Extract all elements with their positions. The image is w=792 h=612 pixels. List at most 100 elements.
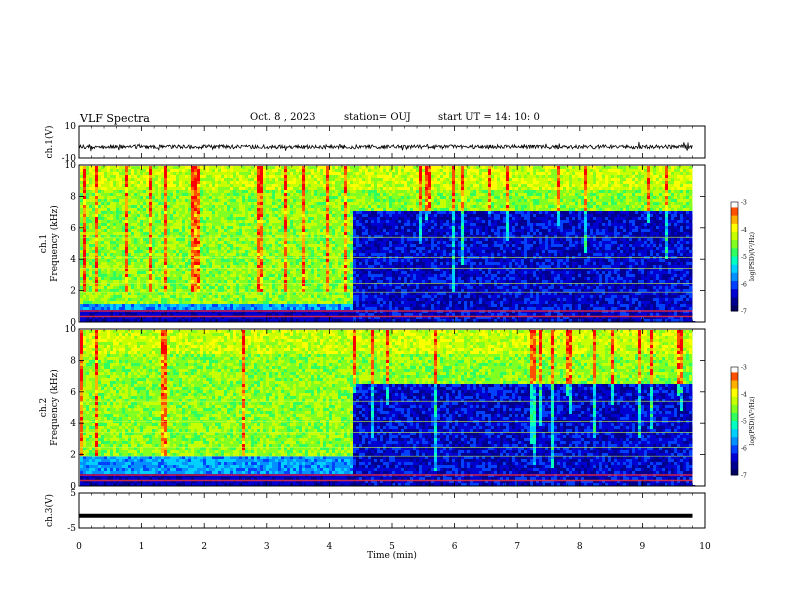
spectrogram-cell xyxy=(260,220,264,224)
spectrogram-cell xyxy=(314,229,318,233)
spectrogram-cell xyxy=(125,187,129,191)
spectrogram-cell xyxy=(104,208,108,212)
spectrogram-cell xyxy=(230,178,234,182)
spectrogram-cell xyxy=(290,181,294,185)
spectrogram-cell xyxy=(200,166,204,170)
spectrogram-cell xyxy=(317,295,321,299)
spectrogram-cell xyxy=(245,259,249,263)
spectrogram-cell xyxy=(344,259,348,263)
spectrogram-cell xyxy=(284,178,288,182)
spectrogram-cell xyxy=(251,262,255,266)
spectrogram-cell xyxy=(350,280,354,284)
spectrogram-cell xyxy=(140,208,144,212)
spectrogram-cell xyxy=(233,172,237,176)
spectrogram-cell xyxy=(350,289,354,293)
spectrogram-cell xyxy=(89,226,93,230)
spectrogram-cell xyxy=(326,214,330,218)
spectrogram-cell xyxy=(134,319,138,323)
spectrogram-cell xyxy=(296,205,300,209)
spectrogram-cell xyxy=(158,181,162,185)
spectrogram-cell xyxy=(359,301,363,305)
spectrogram-cell xyxy=(98,178,102,182)
spectrogram-cell xyxy=(221,226,225,230)
spectrogram-cell xyxy=(98,307,102,311)
spectrogram-cell xyxy=(197,187,201,191)
spectrogram-cell xyxy=(269,208,273,212)
spectrogram-cell xyxy=(344,250,348,254)
spectrogram-cell xyxy=(263,247,267,251)
spectrogram-cell xyxy=(356,253,360,257)
spectrogram-cell xyxy=(263,217,267,221)
spectrogram-cell xyxy=(254,187,258,191)
spectrogram-cell xyxy=(83,286,87,290)
spectrogram-cell xyxy=(80,190,84,194)
spectrogram-cell xyxy=(248,193,252,197)
spectrogram-cell xyxy=(344,220,348,224)
spectrogram-cell xyxy=(272,190,276,194)
spectrogram-cell xyxy=(335,175,339,179)
spectrogram-cell xyxy=(332,289,336,293)
spectrogram-cell xyxy=(296,232,300,236)
spectrogram-cell xyxy=(323,277,327,281)
spectrogram-cell xyxy=(125,247,129,251)
spectrogram-cell xyxy=(290,304,294,308)
spectrogram-cell xyxy=(113,289,117,293)
spectrogram-cell xyxy=(305,301,309,305)
spectrogram-cell xyxy=(203,268,207,272)
spectrogram-cell xyxy=(302,220,306,224)
spectrogram-cell xyxy=(290,301,294,305)
spectrogram-cell xyxy=(335,259,339,263)
spectrogram-cell xyxy=(203,202,207,206)
spectrogram-cell xyxy=(158,166,162,170)
spectrogram-cell xyxy=(335,235,339,239)
spectrogram-cell xyxy=(203,199,207,203)
spectrogram-cell xyxy=(293,226,297,230)
spectrogram-cell xyxy=(266,304,270,308)
spectrogram-cell xyxy=(257,223,261,227)
spectrogram-cell xyxy=(164,235,168,239)
spectrogram-cell xyxy=(164,229,168,233)
spectrogram-cell xyxy=(314,265,318,269)
spectrogram-cell xyxy=(227,193,231,197)
spectrogram-cell xyxy=(257,217,261,221)
spectrogram-cell xyxy=(320,262,324,266)
spectrogram-cell xyxy=(161,226,165,230)
spectrogram-cell xyxy=(164,280,168,284)
spectrogram-cell xyxy=(119,205,123,209)
spectrogram-cell xyxy=(314,283,318,287)
spectrogram-cell xyxy=(341,301,345,305)
spectrogram-cell xyxy=(164,199,168,203)
spectrogram-cell xyxy=(158,208,162,212)
spectrogram-cell xyxy=(137,232,141,236)
spectrogram-cell xyxy=(98,205,102,209)
spectrogram-cell xyxy=(302,235,306,239)
spectrogram-cell xyxy=(107,271,111,275)
spectrogram-cell xyxy=(275,244,279,248)
spectrogram-cell xyxy=(329,241,333,245)
spectrogram-cell xyxy=(104,316,108,320)
spectrogram-cell xyxy=(248,178,252,182)
spectrogram-cell xyxy=(299,262,303,266)
spectrogram-cell xyxy=(152,217,156,221)
spectrogram-cell xyxy=(224,301,228,305)
spectrogram-cell xyxy=(284,226,288,230)
spectrogram-cell xyxy=(149,244,153,248)
spectrogram-cell xyxy=(218,217,222,221)
spectrogram-cell xyxy=(152,277,156,281)
spectrogram-cell xyxy=(290,289,294,293)
spectrogram-cell xyxy=(266,295,270,299)
spectrogram-cell xyxy=(245,196,249,200)
spectrogram-cell xyxy=(86,220,90,224)
spectrogram-cell xyxy=(185,286,189,290)
spectrogram-cell xyxy=(92,286,96,290)
spectrogram-cell xyxy=(137,307,141,311)
spectrogram-cell xyxy=(230,175,234,179)
spectrogram-cell xyxy=(185,316,189,320)
spectrogram-cell xyxy=(137,301,141,305)
spectrogram-cell xyxy=(113,238,117,242)
spectrogram-cell xyxy=(266,235,270,239)
spectrogram-cell xyxy=(296,280,300,284)
spectrogram-cell xyxy=(272,265,276,269)
spectrogram-cell xyxy=(245,217,249,221)
spectrogram-cell xyxy=(161,253,165,257)
